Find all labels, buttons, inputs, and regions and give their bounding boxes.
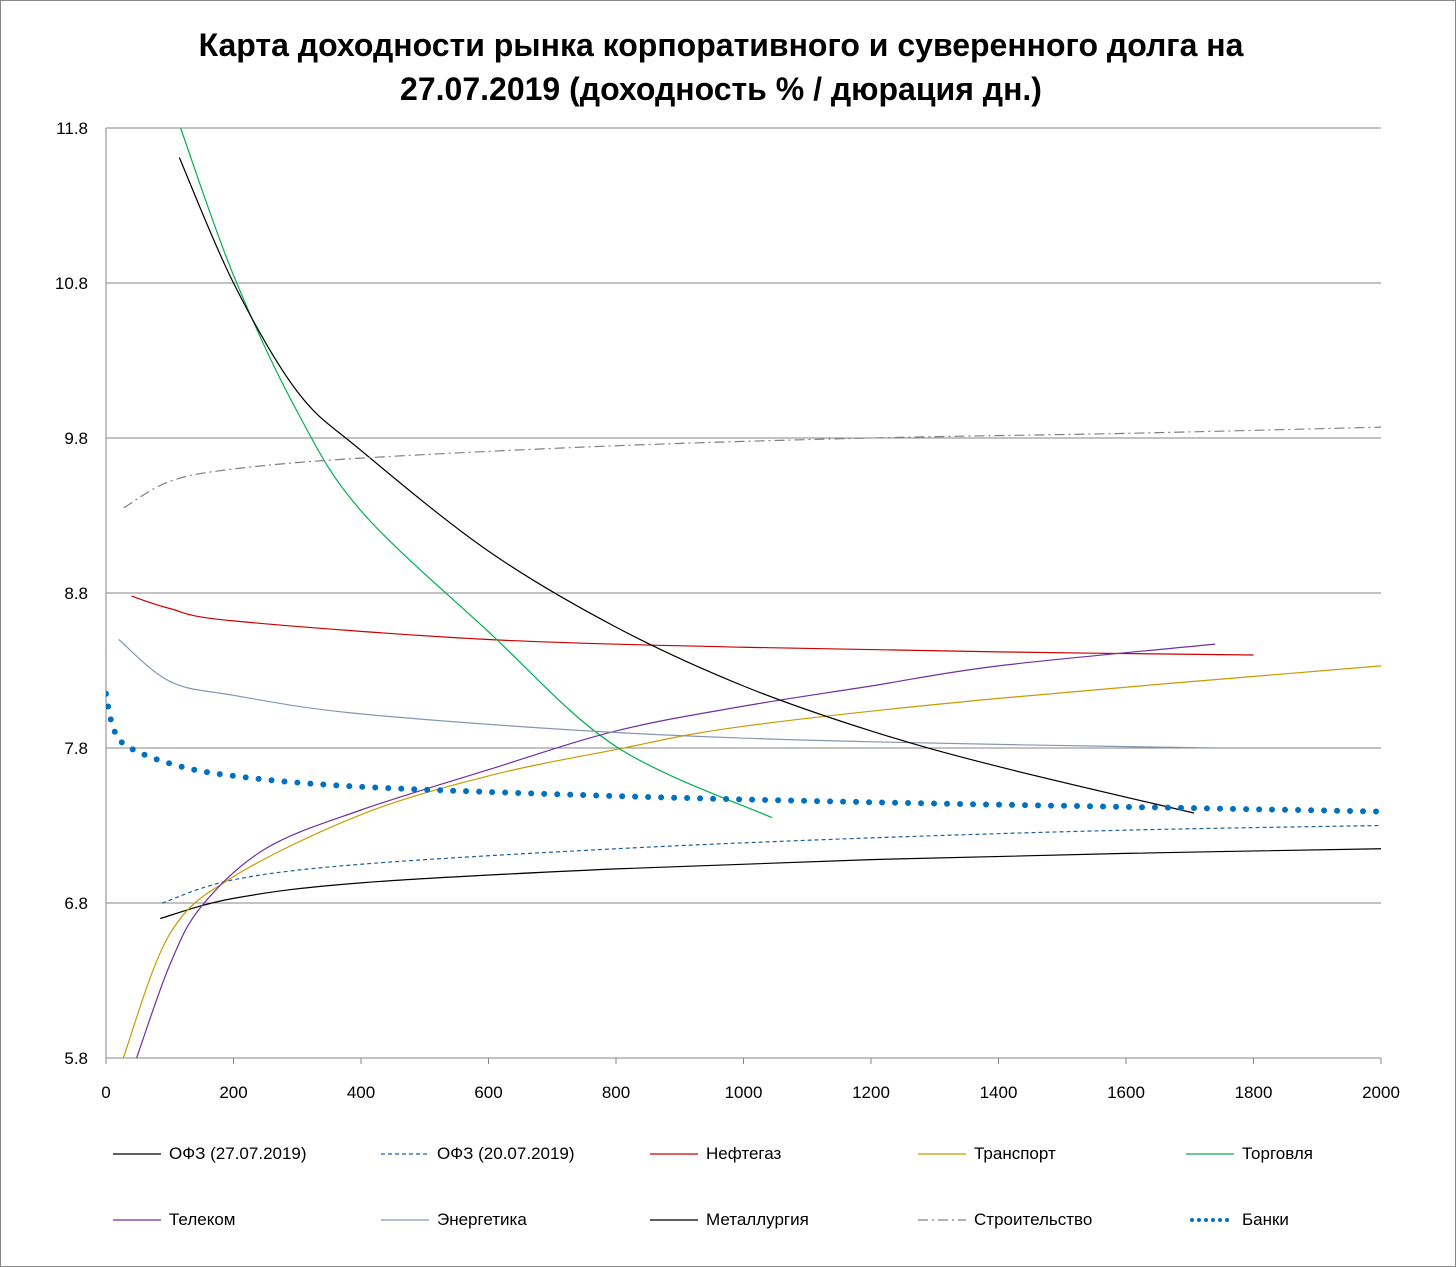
x-tick-label: 1800 (1235, 1083, 1273, 1102)
legend-swatch-icon (650, 1219, 698, 1221)
y-tick-label: 7.8 (64, 739, 88, 758)
x-tick-label: 1000 (725, 1083, 763, 1102)
legend-swatch-icon (113, 1219, 161, 1221)
series-line-5 (136, 643, 1216, 1058)
series-line-4 (180, 128, 773, 819)
legend-item: Строительство (916, 1207, 1092, 1233)
legend-item: Металлургия (648, 1207, 809, 1233)
legend-label: Металлургия (706, 1210, 809, 1229)
legend-item: Банки (1184, 1207, 1289, 1233)
legend-label: Торговля (1242, 1144, 1314, 1163)
x-tick-label: 400 (347, 1083, 375, 1102)
series-line-9 (106, 690, 1381, 815)
x-tick-label: 1200 (852, 1083, 890, 1102)
chart-title: Карта доходности рынка корпоративного и … (1, 23, 1441, 111)
legend-item: ОФЗ (20.07.2019) (379, 1141, 575, 1167)
legend-item: Энергетика (379, 1207, 527, 1233)
x-tick-label: 0 (101, 1083, 110, 1102)
x-tick-label: 800 (602, 1083, 630, 1102)
y-tick-label: 10.8 (55, 274, 88, 293)
plot-area: 5.8 6.8 7.8 8.8 9.8 10.8 11.8 0 200 400 600 800 1000… (55, 119, 1400, 1102)
y-tick-label: 5.8 (64, 1049, 88, 1068)
x-tick-label: 600 (474, 1083, 502, 1102)
series-line-0 (160, 848, 1381, 920)
series-line-7 (178, 157, 1195, 814)
legend-item: Телеком (111, 1207, 235, 1233)
y-tick-label: 9.8 (64, 429, 88, 448)
legend-label: Телеком (169, 1210, 236, 1229)
series-line-3 (122, 665, 1381, 1058)
x-tick-label: 1400 (980, 1083, 1018, 1102)
legend-label: Энергетика (437, 1210, 527, 1229)
legend-swatch-icon (381, 1153, 429, 1155)
series-line-2 (131, 595, 1254, 656)
legend-swatch-icon (1186, 1153, 1234, 1155)
y-tick-label: 8.8 (64, 584, 88, 603)
legend-label: ОФЗ (27.07.2019) (169, 1144, 307, 1163)
x-tick-label: 1600 (1107, 1083, 1145, 1102)
series-line-8 (123, 426, 1381, 509)
chart-title-line1: Карта доходности рынка корпоративного и … (198, 27, 1244, 63)
legend-label: Транспорт (974, 1144, 1056, 1163)
y-tick-label: 6.8 (64, 894, 88, 913)
chart-title-line2: 27.07.2019 (доходность % / дюрация дн.) (400, 71, 1042, 107)
legend-label: Банки (1242, 1210, 1289, 1229)
legend-label: Нефтегаз (706, 1144, 782, 1163)
legend-item: ОФЗ (27.07.2019) (111, 1141, 307, 1167)
legend-item: Нефтегаз (648, 1141, 781, 1167)
legend-swatch-icon (1190, 1218, 1236, 1222)
legend-swatch-icon (381, 1219, 429, 1221)
series-line-6 (118, 639, 1216, 749)
legend-item: Транспорт (916, 1141, 1056, 1167)
legend-swatch-icon (113, 1153, 161, 1155)
legend-label: Строительство (974, 1210, 1093, 1229)
legend-label: ОФЗ (20.07.2019) (437, 1144, 575, 1163)
legend-swatch-icon (918, 1153, 966, 1155)
x-tick-label: 200 (219, 1083, 247, 1102)
series-group (106, 128, 1381, 1058)
y-tick-label: 11.8 (56, 119, 88, 138)
x-tick-label: 2000 (1362, 1083, 1400, 1102)
legend-item: Торговля (1184, 1141, 1313, 1167)
series-line-1 (161, 824, 1381, 904)
legend-swatch-icon (650, 1153, 698, 1155)
legend-swatch-icon (918, 1219, 966, 1221)
